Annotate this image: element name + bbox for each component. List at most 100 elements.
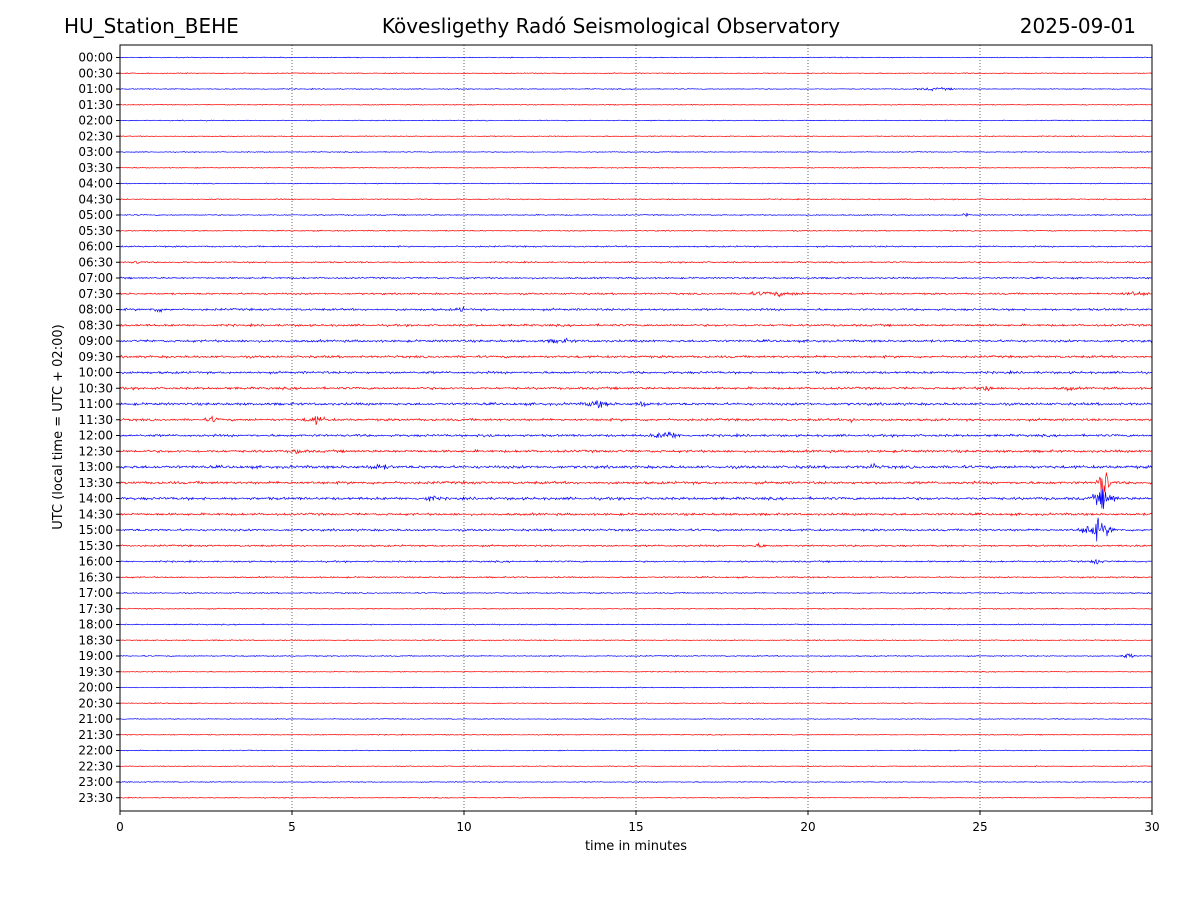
trace-1200 <box>119 431 1153 440</box>
x-tick-label: 20 <box>800 820 815 834</box>
y-tick-label: 06:00 <box>78 240 113 254</box>
x-tick-label: 30 <box>1144 820 1159 834</box>
y-tick-label: 07:00 <box>78 271 113 285</box>
trace-0100 <box>119 86 1153 92</box>
record-date: 2025-09-01 <box>1019 14 1136 38</box>
y-tick-label: 17:30 <box>78 602 113 616</box>
y-tick-label: 15:00 <box>78 523 113 537</box>
x-axis-label: time in minutes <box>585 839 687 854</box>
y-tick-label: 11:00 <box>78 397 113 411</box>
trace-0400 <box>119 182 1153 185</box>
y-tick-label: 20:30 <box>78 696 113 710</box>
trace-2100 <box>119 718 1153 721</box>
trace-1600 <box>119 558 1153 565</box>
y-tick-label: 04:30 <box>78 192 113 206</box>
trace-0700 <box>119 276 1153 280</box>
y-tick-label: 01:00 <box>78 82 113 96</box>
trace-2130 <box>119 733 1153 736</box>
trace-1830 <box>119 639 1153 642</box>
x-tick-label: 10 <box>456 820 471 834</box>
trace-1930 <box>119 670 1153 673</box>
trace-0030 <box>119 72 1153 75</box>
station-name: HU_Station_BEHE <box>64 14 239 38</box>
trace-0130 <box>119 103 1153 106</box>
y-tick-label: 14:00 <box>78 492 113 506</box>
y-tick-label: 19:30 <box>78 665 113 679</box>
y-tick-label: 19:00 <box>78 649 113 663</box>
trace-2330 <box>119 796 1153 799</box>
trace-1100 <box>119 399 1153 409</box>
y-tick-label: 03:00 <box>78 145 113 159</box>
y-tick-label: 16:30 <box>78 570 113 584</box>
trace-0000 <box>119 56 1153 59</box>
trace-1400 <box>119 488 1153 510</box>
y-tick-label: 08:30 <box>78 318 113 332</box>
trace-2230 <box>119 765 1153 768</box>
trace-0530 <box>119 229 1153 232</box>
trace-1730 <box>119 607 1153 610</box>
trace-2300 <box>119 781 1153 784</box>
trace-1500 <box>119 517 1153 542</box>
y-tick-label: 13:30 <box>78 476 113 490</box>
y-tick-label: 08:00 <box>78 303 113 317</box>
trace-0300 <box>119 150 1153 154</box>
trace-0730 <box>119 290 1153 298</box>
trace-0900 <box>119 337 1153 345</box>
x-tick-label: 25 <box>972 820 987 834</box>
trace-0230 <box>119 135 1153 138</box>
trace-1900 <box>119 653 1153 659</box>
y-tick-label: 16:00 <box>78 555 113 569</box>
y-tick-label: 02:00 <box>78 114 113 128</box>
trace-0930 <box>119 354 1153 359</box>
y-tick-label: 09:30 <box>78 350 113 364</box>
trace-1700 <box>119 591 1153 595</box>
trace-2000 <box>119 686 1153 689</box>
y-tick-label: 03:30 <box>78 161 113 175</box>
y-tick-label: 18:00 <box>78 618 113 632</box>
y-tick-label: 23:30 <box>78 791 113 805</box>
y-tick-label: 12:00 <box>78 429 113 443</box>
y-tick-label: 00:30 <box>78 66 113 80</box>
trace-layer <box>119 56 1153 799</box>
trace-2200 <box>119 749 1153 752</box>
x-tick-label: 0 <box>116 820 124 834</box>
grid-layer <box>291 45 981 811</box>
trace-0630 <box>119 260 1153 264</box>
y-tick-label: 04:00 <box>78 177 113 191</box>
y-tick-label: 21:00 <box>78 712 113 726</box>
y-tick-label: 06:30 <box>78 255 113 269</box>
y-tick-label: 21:30 <box>78 728 113 742</box>
trace-0430 <box>119 197 1153 201</box>
trace-2030 <box>119 702 1153 705</box>
trace-1030 <box>119 385 1153 392</box>
y-tick-label: 13:00 <box>78 460 113 474</box>
y-tick-label: 22:00 <box>78 744 113 758</box>
trace-1000 <box>119 369 1152 375</box>
y-tick-label: 12:30 <box>78 444 113 458</box>
y-axis-label: UTC (local time = UTC + 02:00) <box>51 324 66 529</box>
trace-1130 <box>119 415 1153 425</box>
x-tick-label: 5 <box>288 820 296 834</box>
y-tick-label: 05:00 <box>78 208 113 222</box>
trace-0800 <box>119 305 1153 313</box>
y-tick-label: 17:00 <box>78 586 113 600</box>
trace-0600 <box>119 245 1153 249</box>
trace-1630 <box>120 575 1153 579</box>
trace-0200 <box>119 119 1153 122</box>
y-tick-label: 07:30 <box>78 287 113 301</box>
trace-0830 <box>119 322 1153 328</box>
trace-1300 <box>119 462 1153 470</box>
x-tick-label: 15 <box>628 820 643 834</box>
y-tick-label: 15:30 <box>78 539 113 553</box>
y-tick-label: 10:30 <box>78 381 113 395</box>
y-tick-label: 14:30 <box>78 507 113 521</box>
y-tick-label: 18:30 <box>78 633 113 647</box>
y-tick-label: 05:30 <box>78 224 113 238</box>
y-tick-label: 00:00 <box>78 51 113 65</box>
y-tick-label: 02:30 <box>78 129 113 143</box>
y-tick-label: 20:00 <box>78 681 113 695</box>
y-tick-label: 11:30 <box>78 413 113 427</box>
